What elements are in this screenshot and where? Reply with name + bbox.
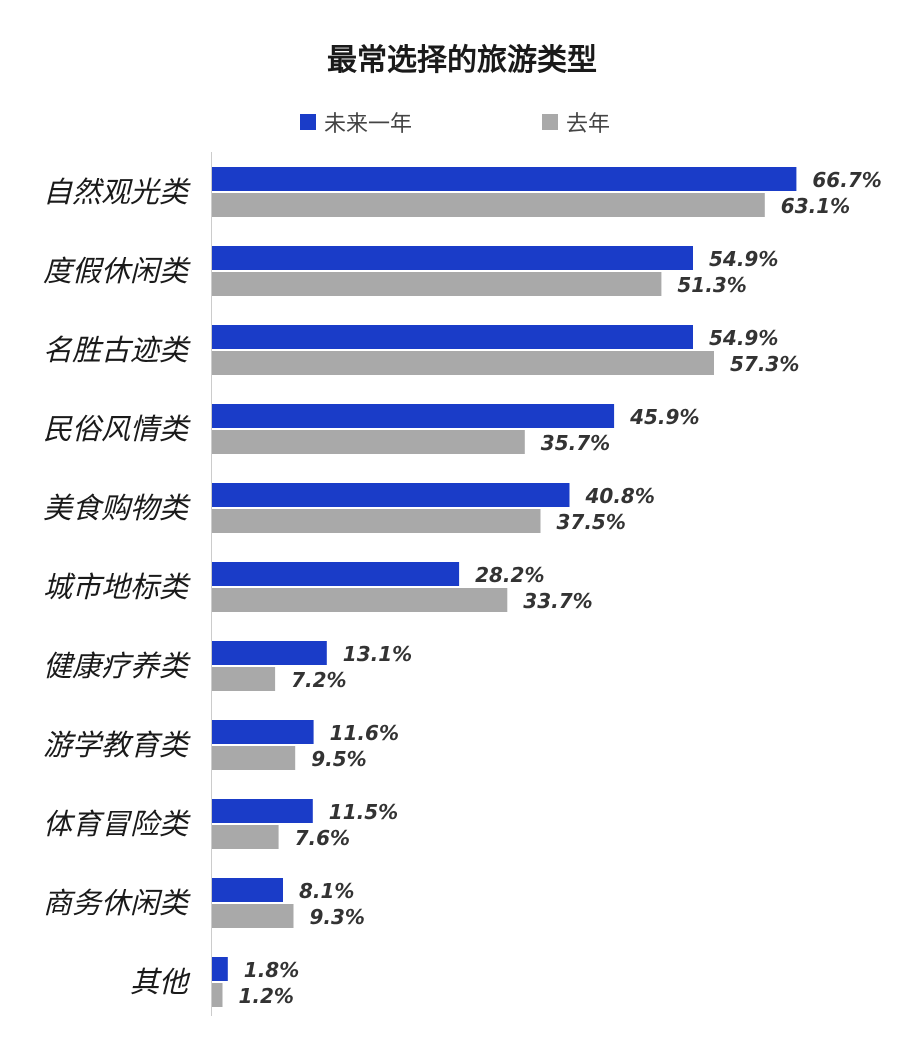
bar-last-year bbox=[212, 983, 223, 1007]
category-label: 商务休闲类 bbox=[43, 886, 191, 920]
bar-last-year bbox=[212, 509, 541, 533]
category-label: 城市地标类 bbox=[43, 570, 191, 604]
bar-last-year bbox=[212, 351, 714, 375]
bar-next-year bbox=[212, 167, 797, 191]
category-label: 游学教育类 bbox=[43, 728, 191, 762]
bar-next-year bbox=[212, 878, 283, 902]
value-label-last-year: 63.1% bbox=[781, 194, 850, 218]
bar-next-year bbox=[212, 246, 693, 270]
value-label-last-year: 7.6% bbox=[295, 826, 350, 850]
plot-area: 自然观光类 66.7%63.1%度假休闲类 54.9%51.3%名胜古迹类 54.9%… bbox=[43, 167, 882, 1008]
bar-last-year bbox=[212, 746, 296, 770]
bar-next-year bbox=[212, 957, 228, 981]
category-label: 自然观光类 bbox=[43, 175, 191, 209]
bar-last-year bbox=[212, 430, 525, 454]
legend-label-last-year: 去年 bbox=[566, 112, 610, 137]
bar-last-year bbox=[212, 904, 294, 928]
bar-next-year bbox=[212, 799, 313, 823]
chart-title: 最常选择的旅游类型 bbox=[327, 43, 597, 78]
value-label-last-year: 7.2% bbox=[291, 668, 346, 692]
bar-next-year bbox=[212, 641, 327, 665]
bar-last-year bbox=[212, 193, 765, 217]
bar-last-year bbox=[212, 272, 662, 296]
value-label-next-year: 66.7% bbox=[812, 168, 881, 192]
bar-next-year bbox=[212, 562, 460, 586]
bar-last-year bbox=[212, 825, 279, 849]
value-label-next-year: 11.6% bbox=[330, 721, 399, 745]
value-label-next-year: 8.1% bbox=[299, 879, 354, 903]
category-label: 民俗风情类 bbox=[43, 412, 191, 446]
value-label-next-year: 54.9% bbox=[709, 326, 778, 350]
value-label-next-year: 13.1% bbox=[343, 642, 412, 666]
category-label: 名胜古迹类 bbox=[43, 333, 191, 367]
value-label-next-year: 45.9% bbox=[629, 405, 699, 429]
bar-last-year bbox=[212, 588, 508, 612]
category-label: 体育冒险类 bbox=[43, 807, 191, 841]
value-label-last-year: 33.7% bbox=[523, 589, 592, 613]
value-label-next-year: 1.8% bbox=[244, 958, 299, 982]
value-label-last-year: 57.3% bbox=[730, 352, 799, 376]
value-label-last-year: 1.2% bbox=[239, 984, 294, 1008]
value-label-last-year: 9.5% bbox=[311, 747, 366, 771]
value-label-last-year: 35.7% bbox=[541, 431, 610, 455]
bar-next-year bbox=[212, 483, 570, 507]
value-label-last-year: 37.5% bbox=[557, 510, 626, 534]
legend: 未来一年 去年 bbox=[300, 112, 610, 137]
legend-swatch-last-year bbox=[542, 114, 558, 130]
category-label: 美食购物类 bbox=[43, 491, 191, 525]
value-label-next-year: 28.2% bbox=[475, 563, 544, 587]
bar-next-year bbox=[212, 720, 314, 744]
value-label-next-year: 40.8% bbox=[585, 484, 655, 508]
value-label-next-year: 11.5% bbox=[329, 800, 398, 824]
value-label-next-year: 54.9% bbox=[709, 247, 778, 271]
legend-label-next-year: 未来一年 bbox=[324, 112, 412, 137]
value-label-last-year: 51.3% bbox=[677, 273, 746, 297]
bar-next-year bbox=[212, 404, 615, 428]
bar-last-year bbox=[212, 667, 276, 691]
value-label-last-year: 9.3% bbox=[310, 905, 365, 929]
category-label: 度假休闲类 bbox=[43, 254, 191, 288]
category-label: 健康疗养类 bbox=[43, 649, 191, 683]
legend-swatch-next-year bbox=[300, 114, 316, 130]
bar-next-year bbox=[212, 325, 693, 349]
category-label: 其他 bbox=[130, 965, 191, 999]
